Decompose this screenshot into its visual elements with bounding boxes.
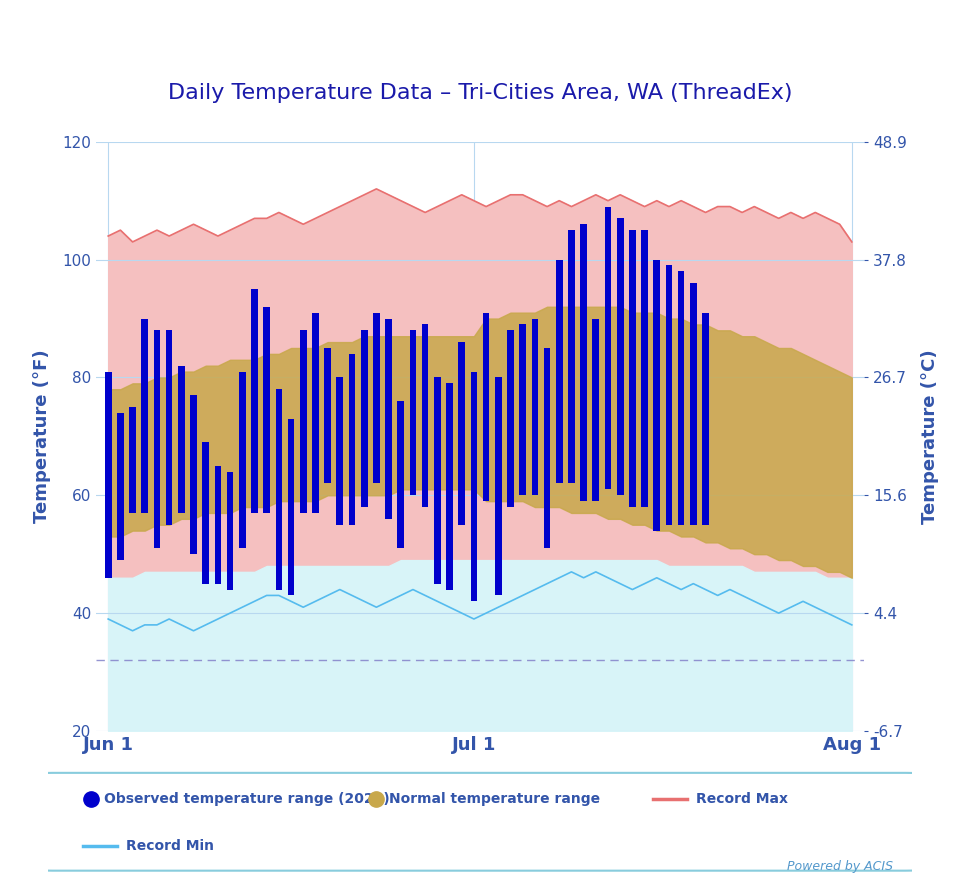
Bar xyxy=(263,307,270,513)
Bar xyxy=(410,330,417,495)
Bar xyxy=(336,377,343,525)
Bar xyxy=(617,218,624,495)
Bar xyxy=(154,330,160,548)
Bar xyxy=(654,260,660,531)
Bar xyxy=(543,348,550,548)
Bar xyxy=(446,384,453,589)
Bar xyxy=(702,313,708,525)
Bar xyxy=(130,407,136,513)
Bar xyxy=(312,313,319,513)
Bar xyxy=(324,348,331,484)
Bar xyxy=(629,230,636,507)
Bar xyxy=(385,318,392,519)
Bar xyxy=(300,330,306,513)
Text: Powered by ACIS: Powered by ACIS xyxy=(787,860,893,873)
Bar xyxy=(252,289,258,513)
Bar xyxy=(178,366,184,513)
Bar xyxy=(105,371,111,578)
Bar xyxy=(532,318,539,495)
Bar xyxy=(239,371,246,548)
Bar xyxy=(690,284,697,525)
Bar xyxy=(141,318,148,513)
Bar xyxy=(117,413,124,560)
Bar xyxy=(203,442,209,584)
Bar xyxy=(556,260,563,484)
Bar xyxy=(592,318,599,501)
Bar xyxy=(214,466,221,584)
Bar xyxy=(665,266,672,525)
Bar xyxy=(434,377,441,584)
Bar xyxy=(495,377,502,595)
Bar xyxy=(227,471,233,589)
Bar xyxy=(519,324,526,495)
Bar xyxy=(605,206,612,489)
Text: Record Max: Record Max xyxy=(696,792,788,806)
Text: Record Min: Record Min xyxy=(126,839,214,853)
Bar xyxy=(507,330,514,507)
Bar xyxy=(421,324,428,507)
Bar xyxy=(373,313,380,484)
Bar xyxy=(678,271,684,525)
Bar xyxy=(190,395,197,555)
Bar xyxy=(397,401,404,548)
Bar xyxy=(470,371,477,602)
Text: Daily Temperature Data – Tri-Cities Area, WA (ThreadEx): Daily Temperature Data – Tri-Cities Area… xyxy=(168,83,792,103)
FancyBboxPatch shape xyxy=(35,773,924,871)
Bar xyxy=(483,313,490,501)
Bar xyxy=(641,230,648,507)
Y-axis label: Temperature (°F): Temperature (°F) xyxy=(34,350,51,523)
Bar xyxy=(361,330,368,507)
Text: Observed temperature range (2024): Observed temperature range (2024) xyxy=(105,792,390,806)
Bar xyxy=(580,224,587,501)
Bar xyxy=(568,230,575,484)
Text: Normal temperature range: Normal temperature range xyxy=(390,792,600,806)
Bar xyxy=(288,419,295,595)
Y-axis label: Temperature (°C): Temperature (°C) xyxy=(921,349,939,524)
Bar xyxy=(458,342,465,525)
Bar xyxy=(348,354,355,525)
Bar xyxy=(166,330,173,525)
Bar xyxy=(276,389,282,589)
